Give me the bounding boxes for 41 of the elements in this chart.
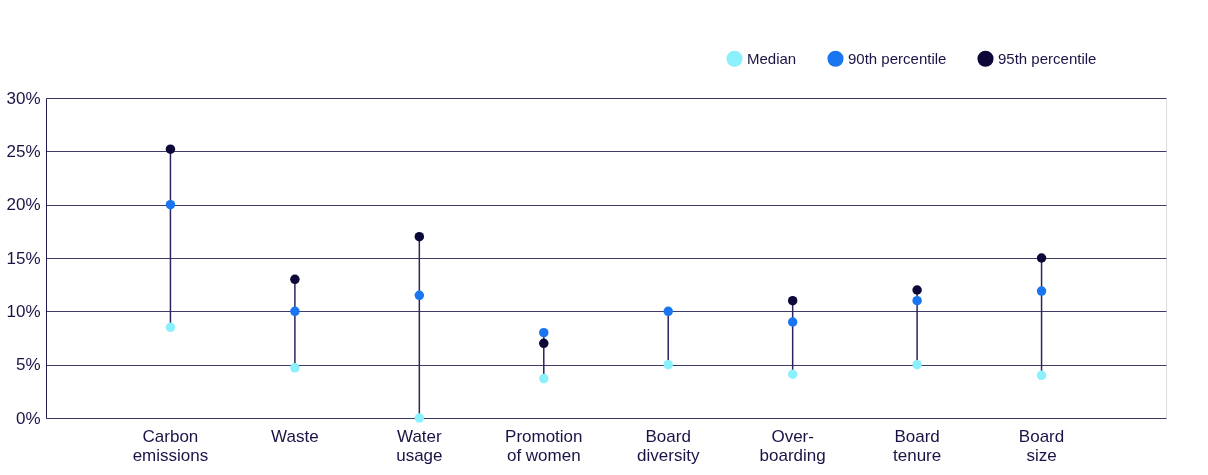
- point: [663, 359, 673, 370]
- point: [787, 317, 798, 327]
- point: [290, 274, 300, 285]
- x-tick-label: Board tenure: [893, 426, 942, 465]
- point: [787, 369, 798, 379]
- legend-label: 95th percentile: [998, 49, 1097, 67]
- point: [539, 373, 549, 384]
- point: [165, 322, 176, 333]
- legend-label: Median: [747, 49, 797, 67]
- point: [663, 306, 673, 317]
- point: [290, 363, 300, 373]
- point: [1036, 370, 1047, 381]
- y-tick-label: 0%: [15, 408, 41, 428]
- point: [912, 295, 922, 306]
- point: [787, 295, 798, 306]
- point: [414, 413, 425, 423]
- x-tick-label: Waste: [271, 426, 319, 446]
- x-tick-label: Board size: [1018, 426, 1065, 465]
- y-tick-label: 30%: [6, 88, 41, 108]
- point: [290, 306, 300, 317]
- x-tick-label: Board diversity: [637, 426, 700, 465]
- x-tick-label: Water usage: [396, 426, 443, 465]
- legend-label: 90th percentile: [848, 49, 947, 67]
- point: [414, 231, 425, 242]
- x-tick-label: Promotion of women: [505, 426, 583, 465]
- point: [165, 199, 176, 210]
- y-tick-label: 15%: [6, 248, 41, 268]
- y-tick-label: 20%: [6, 195, 41, 215]
- point: [912, 359, 922, 370]
- point: [912, 285, 922, 295]
- point: [1036, 286, 1047, 296]
- y-tick-label: 10%: [6, 301, 41, 321]
- y-tick-label: 5%: [15, 355, 41, 375]
- point: [539, 338, 549, 349]
- x-tick-label: Carbon emissions: [132, 426, 209, 465]
- point: [1036, 253, 1047, 263]
- point: [414, 290, 425, 301]
- point: [539, 327, 549, 338]
- point: [165, 144, 176, 154]
- x-tick-label: Over-boarding: [759, 426, 826, 465]
- y-tick-label: 25%: [6, 141, 41, 161]
